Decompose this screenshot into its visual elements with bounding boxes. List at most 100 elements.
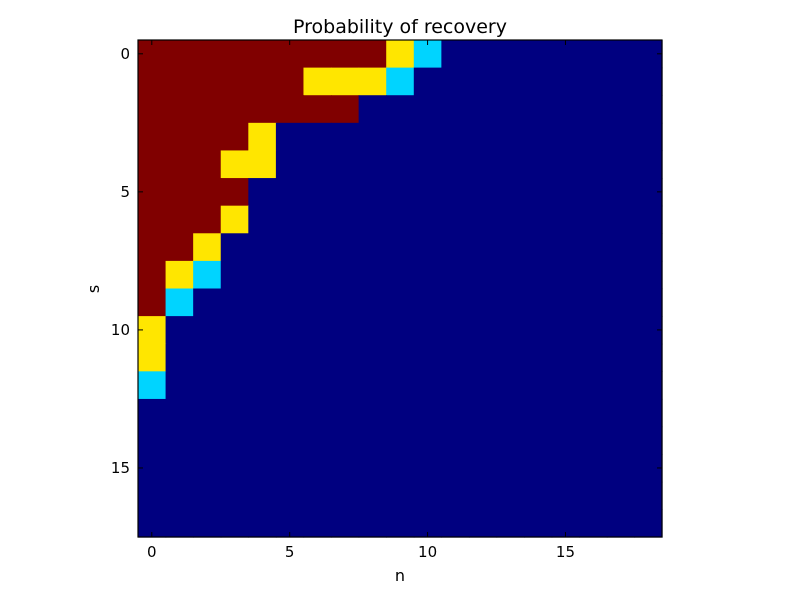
heatmap-cell (358, 150, 387, 179)
heatmap-cell (441, 67, 470, 96)
heatmap-cell (551, 288, 580, 317)
heatmap-cell (413, 398, 442, 428)
heatmap-cell (551, 205, 580, 234)
heatmap-cell (165, 95, 194, 124)
heatmap-cell (468, 40, 498, 69)
heatmap-cell (358, 481, 387, 510)
heatmap-cell (193, 454, 222, 483)
heatmap-cell (524, 426, 553, 455)
heatmap-cell (303, 178, 332, 207)
heatmap-cell (524, 205, 553, 234)
heatmap-cell (165, 260, 194, 290)
heatmap-cell (331, 205, 360, 234)
heatmap-cell (331, 316, 360, 345)
heatmap-cell (606, 398, 636, 428)
x-tick-label: 5 (285, 543, 295, 561)
heatmap-cell (551, 67, 580, 96)
heatmap-cell (524, 260, 553, 290)
heatmap-cell (193, 205, 222, 234)
heatmap-cell (275, 95, 305, 124)
heatmap-cell (138, 150, 167, 179)
heatmap-cell (303, 122, 332, 152)
heatmap-cell (468, 509, 498, 538)
heatmap-cell (138, 426, 167, 455)
heatmap-cell (248, 343, 277, 372)
heatmap-cell (358, 371, 387, 400)
heatmap-cell (138, 95, 167, 124)
heatmap-cell (193, 67, 222, 96)
heatmap-cell (165, 509, 194, 538)
heatmap-cell (441, 454, 470, 483)
heatmap-cell (386, 95, 415, 124)
heatmap-cell (413, 178, 442, 207)
heatmap-cell (579, 509, 608, 538)
heatmap-cell (165, 178, 194, 207)
heatmap-cell (468, 150, 498, 179)
heatmap-cell (468, 178, 498, 207)
heatmap-cell (220, 343, 249, 372)
y-tick-label: 5 (120, 183, 130, 201)
heatmap-cell (468, 454, 498, 483)
heatmap-cell (358, 205, 387, 234)
heatmap-cell (441, 122, 470, 152)
heatmap-cell (248, 316, 277, 345)
heatmap-cell (138, 233, 167, 262)
heatmap-cell (579, 481, 608, 510)
heatmap-cell (606, 95, 636, 124)
y-tick-label: 0 (120, 45, 130, 63)
heatmap-cell (358, 40, 387, 69)
heatmap-cell (275, 371, 305, 400)
heatmap-cell (331, 178, 360, 207)
heatmap-cell (386, 40, 415, 69)
x-tick-label: 15 (556, 543, 575, 561)
heatmap-cell (386, 178, 415, 207)
plot-frame (137, 39, 663, 538)
heatmap-cell (386, 316, 415, 345)
heatmap-cell (634, 233, 663, 262)
heatmap-cell (193, 150, 222, 179)
heatmap-cell (496, 454, 525, 483)
heatmap-cell (634, 343, 663, 372)
heatmap-cell (551, 316, 580, 345)
heatmap-cell (331, 40, 360, 69)
heatmap-cell (193, 233, 222, 262)
heatmap-cell (386, 260, 415, 290)
heatmap-cell (358, 233, 387, 262)
heatmap-cell (579, 398, 608, 428)
heatmap-cell (165, 454, 194, 483)
heatmap-cell (524, 122, 553, 152)
heatmap-cell (193, 398, 222, 428)
heatmap-cell (220, 316, 249, 345)
heatmap-cell (413, 67, 442, 96)
heatmap-cell (468, 481, 498, 510)
heatmap-cell (193, 178, 222, 207)
heatmap-cell (441, 178, 470, 207)
heatmap-cell (386, 481, 415, 510)
heatmap-cell (303, 454, 332, 483)
heatmap-cell (606, 316, 636, 345)
heatmap-cell (468, 260, 498, 290)
heatmap-cell (386, 288, 415, 317)
heatmap-cell (193, 95, 222, 124)
heatmap-cell (275, 150, 305, 179)
heatmap-cell (358, 343, 387, 372)
heatmap-cell (579, 122, 608, 152)
heatmap-cell (220, 371, 249, 400)
heatmap-cell (303, 371, 332, 400)
heatmap-cell (275, 454, 305, 483)
heatmap-cell (165, 288, 194, 317)
heatmap-cell (165, 343, 194, 372)
heatmap-cell (551, 343, 580, 372)
heatmap-cell (303, 233, 332, 262)
heatmap-cell (413, 205, 442, 234)
heatmap-cell (579, 150, 608, 179)
heatmap-cell (331, 122, 360, 152)
heatmap-cell (386, 205, 415, 234)
heatmap-cell (303, 343, 332, 372)
x-tick-label: 10 (418, 543, 437, 561)
heatmap-cell (496, 40, 525, 69)
heatmap-cell (331, 150, 360, 179)
heatmap-cell (386, 122, 415, 152)
heatmap-cell (468, 67, 498, 96)
